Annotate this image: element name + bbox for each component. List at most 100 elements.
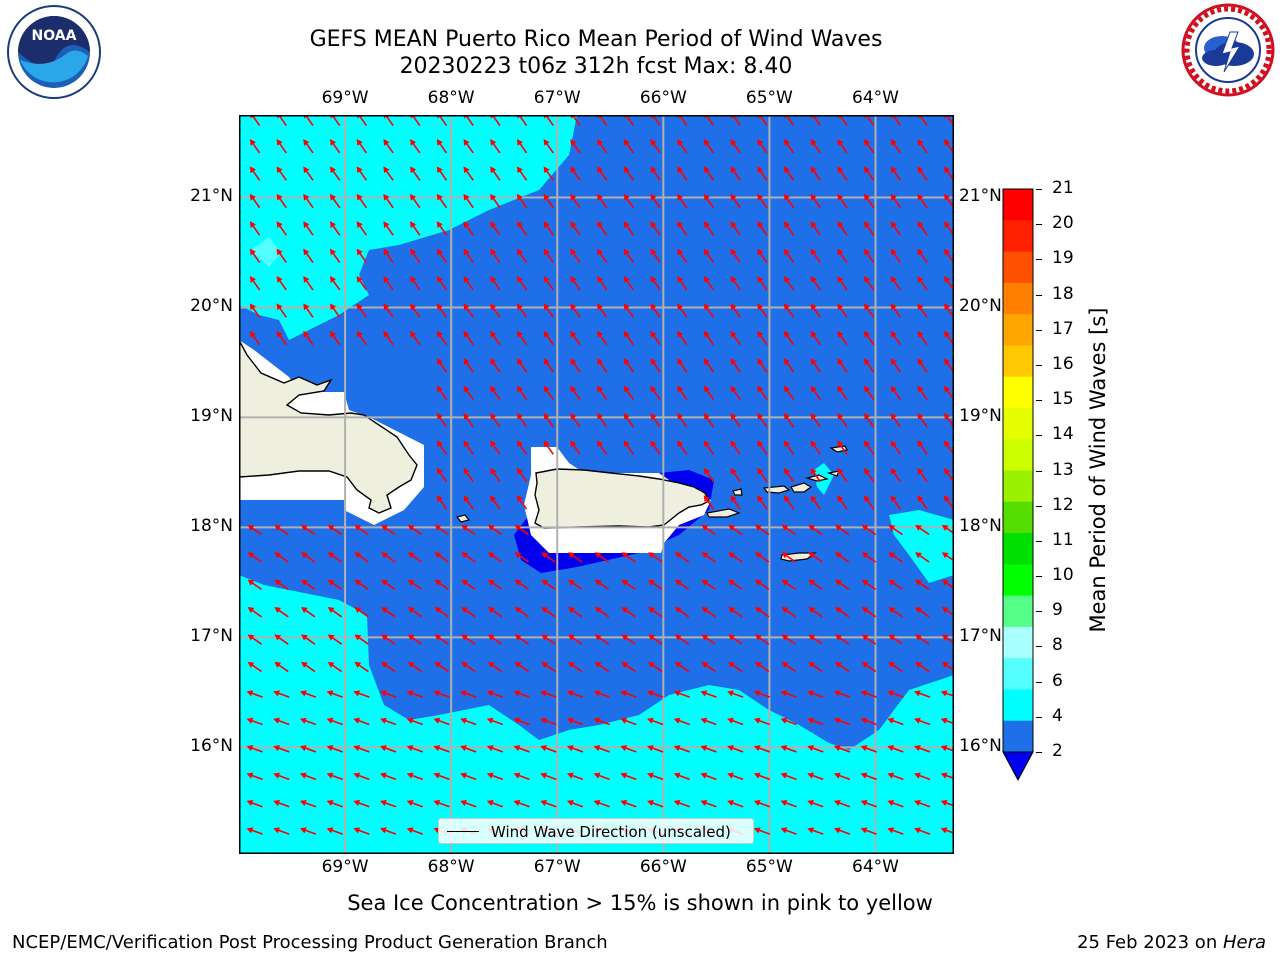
- wind-arrow: [754, 607, 770, 618]
- wind-arrow: [703, 139, 715, 154]
- lon-label-bottom: 65°W: [745, 857, 793, 877]
- wind-arrow: [380, 745, 397, 753]
- wind-arrow: [730, 440, 741, 455]
- wind-arrow: [327, 579, 343, 591]
- wind-arrow: [944, 221, 954, 236]
- wind-arrow: [650, 193, 661, 209]
- wind-arrow: [513, 690, 530, 698]
- wind-arrow: [757, 413, 768, 428]
- wind-arrow: [647, 717, 664, 726]
- wind-arrow: [810, 166, 821, 181]
- wind-arrow: [433, 690, 450, 698]
- wind-arrow: [273, 717, 290, 726]
- wind-arrow: [944, 413, 954, 428]
- wind-arrow: [944, 193, 954, 209]
- wind-arrow: [753, 745, 771, 753]
- wind-arrow: [915, 607, 930, 618]
- colorbar-tick-label: 15: [1052, 389, 1074, 410]
- wind-arrow: [837, 276, 848, 291]
- wind-arrow: [596, 221, 608, 236]
- wind-arrow: [247, 661, 263, 673]
- wind-arrow: [274, 661, 289, 673]
- wind-arrow: [543, 193, 554, 209]
- wind-arrow: [890, 166, 902, 181]
- wind-arrow: [434, 634, 449, 645]
- wind-arrow: [835, 661, 850, 673]
- wind-arrow: [514, 661, 530, 673]
- wind-arrow: [516, 276, 528, 291]
- wind-arrow: [727, 799, 744, 808]
- wind-arrow: [917, 413, 928, 428]
- wind-arrow: [463, 303, 474, 318]
- wind-arrow: [356, 330, 368, 346]
- colorbar-segment: [1003, 220, 1033, 253]
- wind-arrow: [620, 799, 637, 808]
- colorbar: [1002, 188, 1034, 782]
- wind-arrow: [543, 276, 554, 291]
- wind-arrow: [381, 634, 396, 645]
- wind-arrow: [727, 745, 744, 753]
- wind-arrow: [620, 772, 637, 781]
- wind-arrow: [461, 607, 476, 618]
- wind-arrow: [890, 385, 902, 401]
- wind-arrow: [354, 524, 369, 536]
- wind-arrow: [810, 193, 821, 209]
- wind-arrow: [566, 745, 584, 753]
- wind-arrow: [406, 827, 423, 835]
- wind-arrow: [703, 248, 715, 264]
- wind-arrow: [754, 634, 770, 645]
- puerto-rico-land: [534, 468, 710, 529]
- legend-label: Wind Wave Direction (unscaled): [491, 823, 731, 841]
- wind-arrow: [276, 221, 287, 236]
- wind-arrow: [540, 745, 557, 753]
- colorbar-segment: [1003, 439, 1033, 471]
- wind-arrow: [490, 385, 501, 401]
- wind-arrow: [915, 661, 930, 673]
- wind-arrow: [914, 827, 931, 835]
- chart-title: GEFS MEAN Puerto Rico Mean Period of Win…: [309, 27, 883, 52]
- wind-arrow: [730, 276, 741, 291]
- wind-arrow: [568, 661, 583, 673]
- wind-arrow: [730, 495, 741, 510]
- wind-arrow: [383, 303, 394, 318]
- wind-arrow: [944, 276, 954, 291]
- culebra-island: [732, 488, 743, 496]
- wind-arrow: [301, 661, 316, 673]
- wind-arrow: [516, 221, 528, 236]
- wind-arrow: [623, 440, 635, 455]
- wind-arrow: [593, 799, 610, 808]
- wind-arrow: [703, 495, 715, 510]
- ocean-6-8-patch: [251, 237, 281, 267]
- wind-arrow: [833, 799, 851, 808]
- wind-arrow: [461, 552, 476, 563]
- colorbar-tick-mark: [1036, 470, 1042, 472]
- wind-arrow: [596, 166, 608, 181]
- colorbar-tick-label: 8: [1052, 635, 1063, 656]
- wind-arrow: [461, 661, 476, 673]
- wind-arrow: [326, 827, 343, 835]
- wind-arrow: [380, 690, 397, 698]
- map-area: [239, 115, 954, 854]
- wind-arrow: [940, 745, 954, 753]
- colorbar-segment: [1003, 251, 1033, 284]
- wind-arrow: [754, 661, 770, 673]
- wind-arrow: [570, 303, 581, 318]
- wind-arrow: [807, 717, 824, 726]
- wind-arrow: [406, 745, 423, 753]
- footer-branch: NCEP/EMC/Verification Post Processing Pr…: [12, 932, 608, 953]
- wind-arrow: [383, 193, 394, 209]
- wind-arrow: [327, 607, 343, 618]
- wind-arrow: [701, 552, 716, 563]
- wind-arrow: [860, 772, 877, 781]
- wind-arrow: [917, 495, 928, 510]
- wind-arrow: [249, 193, 261, 209]
- wind-arrow: [463, 330, 474, 346]
- wind-arrow: [677, 440, 688, 455]
- wind-arrow: [700, 717, 717, 726]
- wind-arrow: [433, 799, 450, 808]
- wind-arrow: [407, 634, 423, 645]
- colorbar-tick-mark: [1036, 400, 1042, 402]
- wind-arrow: [407, 579, 423, 591]
- wind-arrow: [650, 330, 661, 346]
- wind-arrow: [674, 607, 690, 618]
